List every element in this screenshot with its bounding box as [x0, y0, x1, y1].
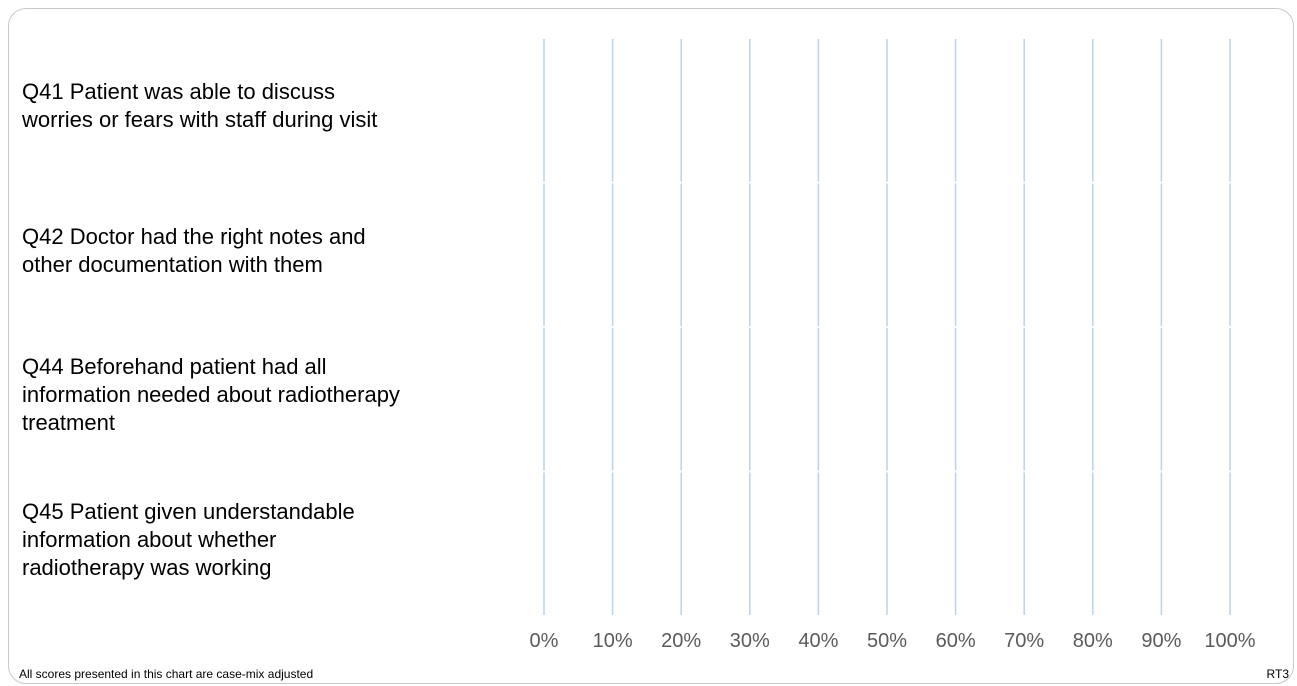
category-label-line: radiotherapy was working	[22, 554, 272, 580]
footnote: All scores presented in this chart are c…	[19, 667, 314, 681]
category-label-line: Q44 Beforehand patient had all	[22, 354, 327, 380]
gridlines	[543, 39, 1231, 615]
x-tick-label: 40%	[798, 630, 839, 652]
x-tick-label: 90%	[1141, 630, 1182, 652]
category-label: Q45 Patient given understandable informat…	[22, 498, 502, 582]
category-label: Q42 Doctor had the right notes and other …	[22, 223, 502, 279]
x-tick-label: 0%	[529, 630, 559, 652]
x-tick-label: 100%	[1204, 630, 1256, 652]
chart-frame	[8, 8, 1294, 684]
x-tick-label: 30%	[729, 630, 770, 652]
category-label-line: treatment	[22, 410, 115, 436]
x-tick-label: 60%	[935, 630, 976, 652]
x-tick-label: 20%	[661, 630, 702, 652]
category-label-line: Q45 Patient given understandable	[22, 498, 355, 524]
category-label-line: worries or fears with staff during visit	[22, 107, 378, 133]
category-label-line: information needed about radiotherapy	[22, 382, 400, 408]
chart-id: RT3	[1266, 667, 1289, 681]
x-tick-label: 10%	[592, 630, 633, 652]
category-label: Q41 Patient was able to discuss worries o…	[22, 78, 502, 134]
category-label: Q44 Beforehand patient had all informatio…	[22, 353, 502, 437]
x-tick-label: 70%	[1004, 630, 1045, 652]
category-label-line: Q42 Doctor had the right notes and	[22, 223, 366, 249]
x-tick-label: 50%	[866, 630, 908, 652]
category-label-line: Q41 Patient was able to discuss	[22, 79, 336, 105]
category-label-line: information about whether	[22, 526, 277, 552]
x-tick-label: 80%	[1072, 630, 1113, 652]
category-label-line: other documentation with them	[22, 251, 323, 277]
